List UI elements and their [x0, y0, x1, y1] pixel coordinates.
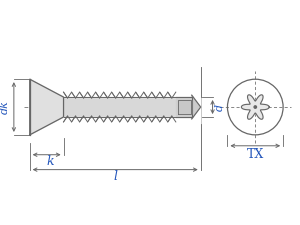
Polygon shape [242, 95, 269, 119]
Polygon shape [176, 97, 192, 117]
Polygon shape [192, 95, 201, 119]
Polygon shape [178, 100, 191, 114]
Text: TX: TX [247, 148, 264, 161]
Text: l: l [113, 170, 117, 183]
Circle shape [254, 106, 256, 108]
Polygon shape [64, 97, 176, 117]
Polygon shape [30, 79, 64, 135]
Text: dk: dk [0, 100, 10, 114]
Text: d: d [214, 104, 224, 111]
Text: k: k [47, 155, 54, 168]
